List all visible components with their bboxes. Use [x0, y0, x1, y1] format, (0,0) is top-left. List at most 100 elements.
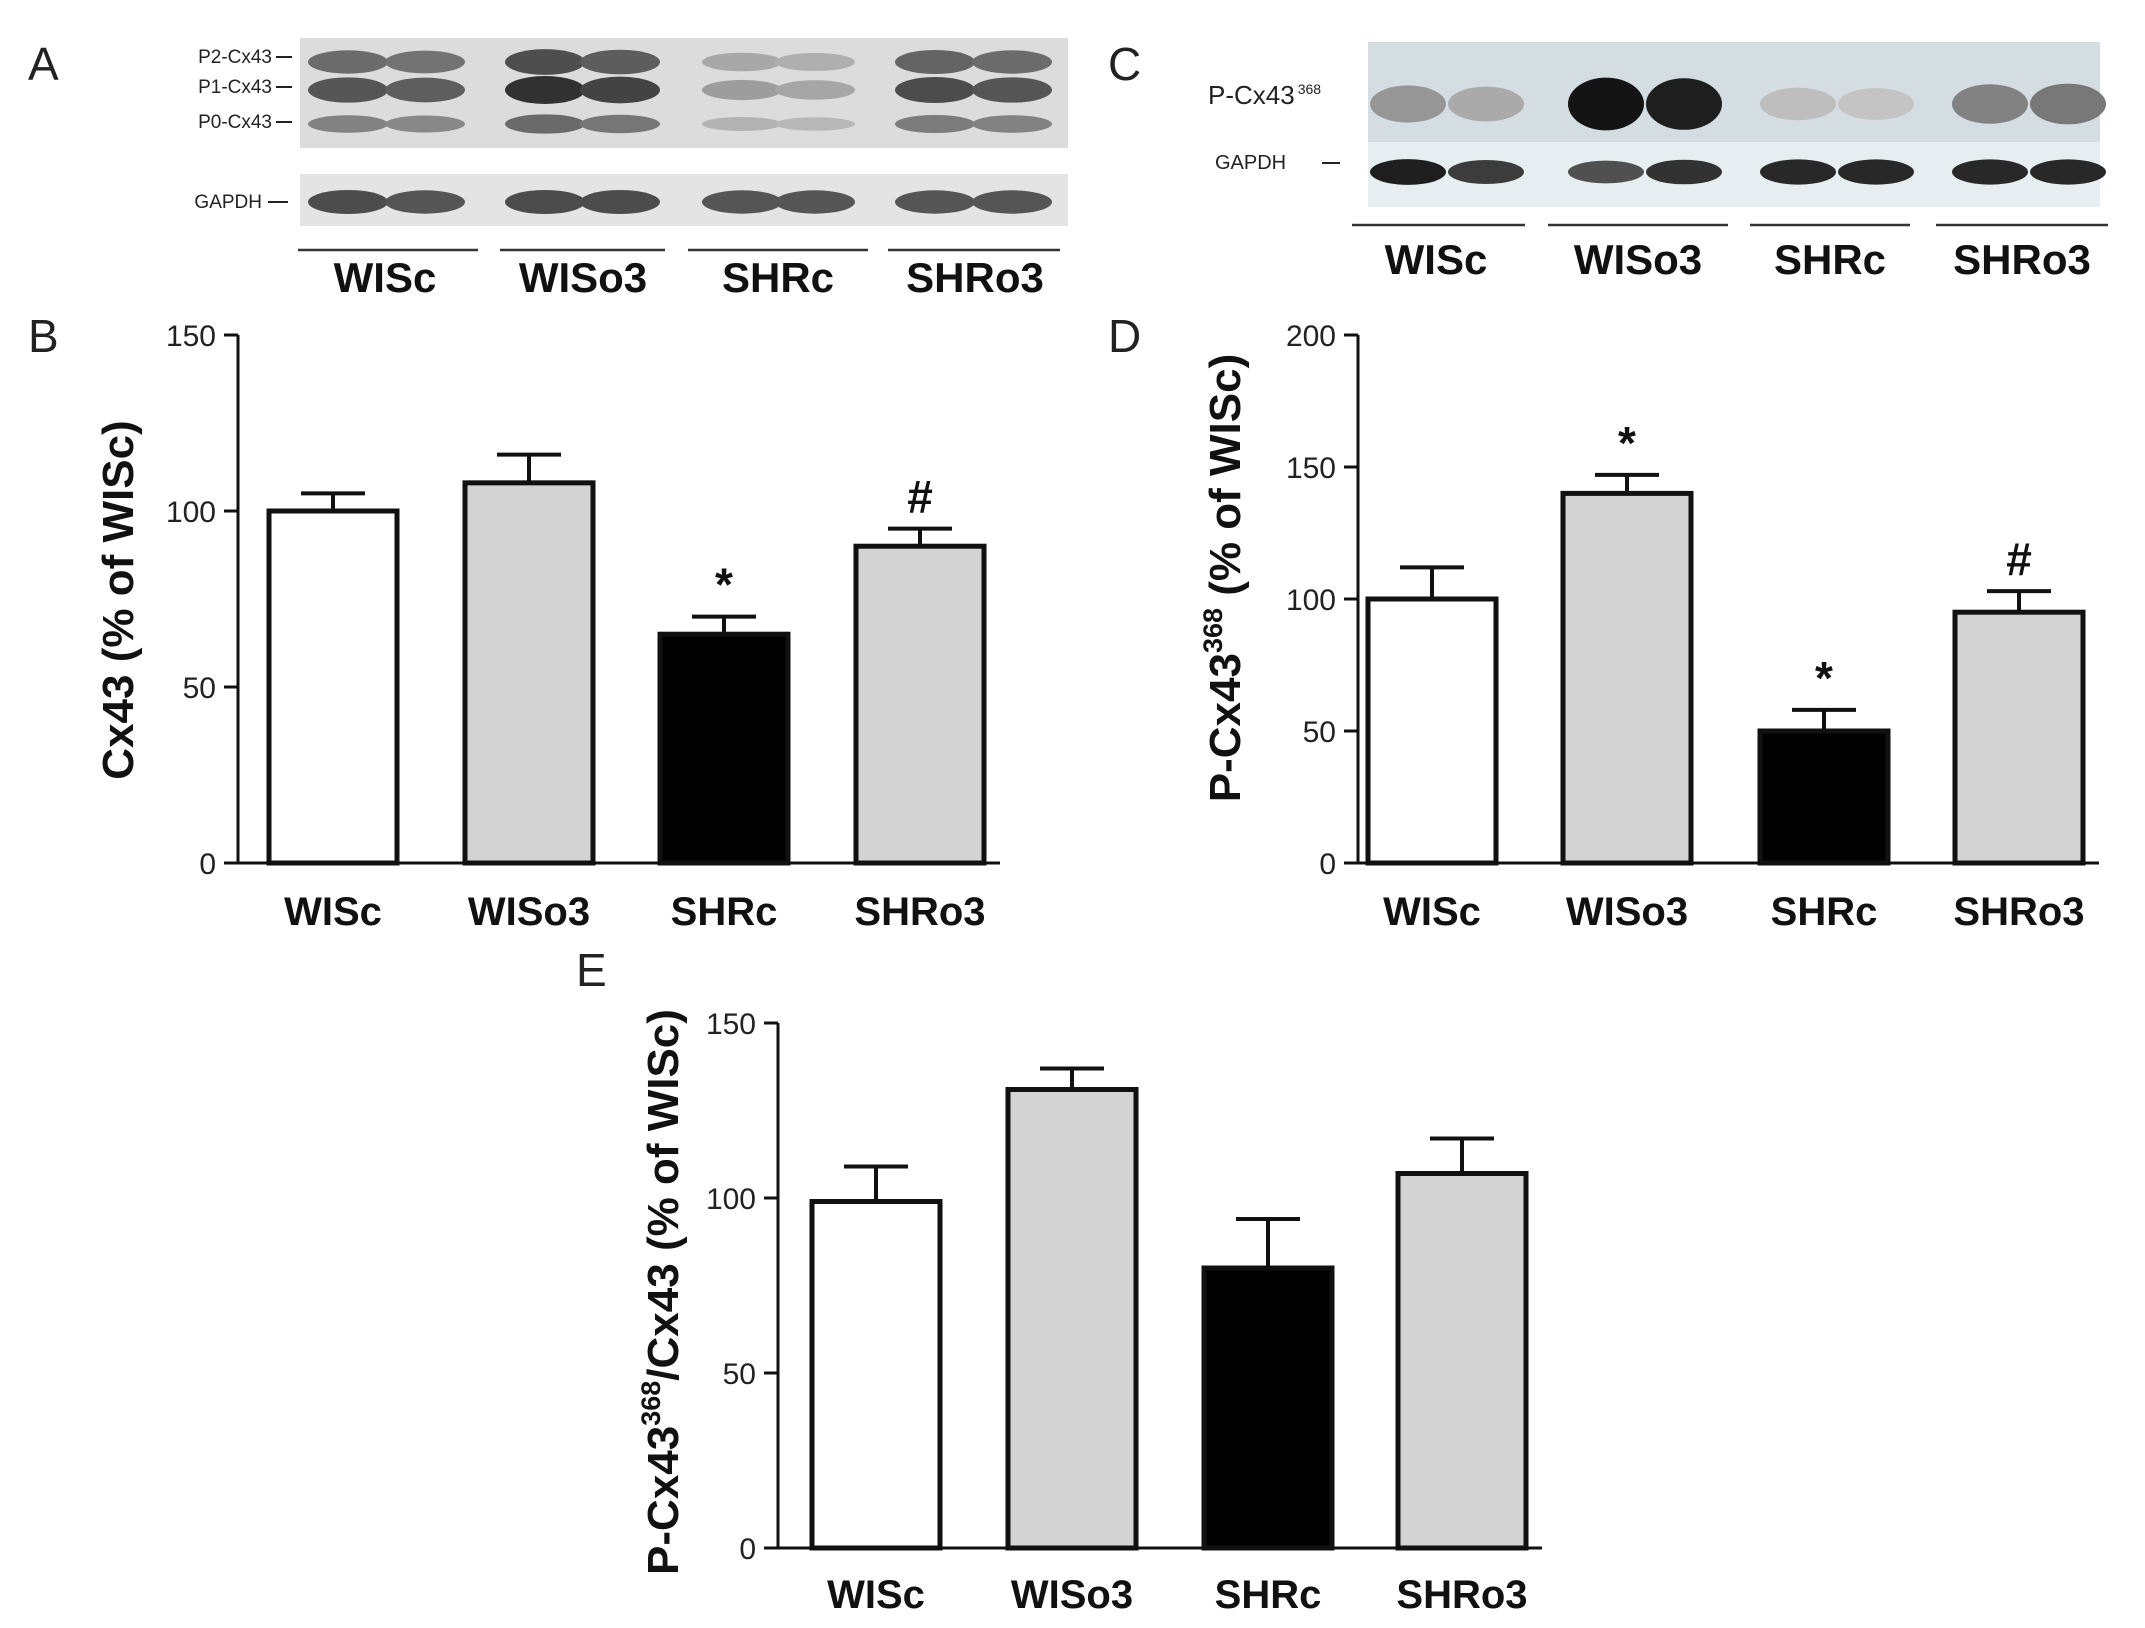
- x-tick-label-wisc: WISc: [284, 890, 382, 934]
- blot-band: [1370, 159, 1446, 185]
- x-tick-label-wiso3: WISo3: [1011, 1573, 1133, 1617]
- blot-band: [775, 53, 855, 71]
- y-tick-label: 50: [723, 1358, 756, 1391]
- blot-band: [1760, 159, 1836, 185]
- band-label-gapdh-a: GAPDH: [194, 192, 262, 213]
- blot-band: [2030, 159, 2106, 185]
- y-tick-label: 50: [183, 672, 216, 705]
- bar-chart-d: 0 50 100 150 200 WISc WISo3 * SHRc * SHRo3 #: [1286, 320, 2099, 934]
- blot-band: [580, 114, 660, 134]
- bar-chart-e: 0 50 100 150 WISc WISo3 SHRc SHRo3: [706, 1008, 1542, 1617]
- blot-band: [1370, 85, 1446, 123]
- blot-band: [1838, 159, 1914, 185]
- blot-band: [895, 50, 975, 74]
- y-tick-label: 100: [706, 1183, 756, 1216]
- group-label-shro3-a: SHRo3: [906, 254, 1044, 301]
- group-label-shrc-a: SHRc: [722, 254, 834, 301]
- blot-band: [1448, 160, 1524, 184]
- x-tick-label-shrc: SHRc: [671, 890, 778, 934]
- panel-label-a: A: [28, 38, 59, 90]
- y-tick-label: 0: [739, 1533, 756, 1566]
- blot-band: [580, 76, 660, 104]
- blot-band: [1568, 77, 1644, 131]
- significance-marker-wiso3: *: [1618, 417, 1636, 469]
- bar-shro3: [1952, 609, 2086, 866]
- group-label-shro3-c: SHRo3: [1953, 236, 2091, 283]
- y-tick-label: 100: [166, 496, 216, 529]
- x-tick-label-shrc: SHRc: [1771, 890, 1878, 934]
- panel-label-e: E: [576, 944, 607, 996]
- bar-shro3: [1395, 1171, 1529, 1551]
- blot-band: [1760, 87, 1836, 121]
- x-tick-label-shro3: SHRo3: [1953, 890, 2084, 934]
- significance-marker-shro3: #: [2006, 533, 2032, 585]
- blot-band: [1952, 159, 2028, 185]
- x-tick-label-shro3: SHRo3: [1396, 1573, 1527, 1617]
- blot-band: [702, 117, 782, 131]
- y-tick-label: 0: [199, 848, 216, 881]
- blot-band: [702, 190, 782, 214]
- bar-wisc: [1365, 596, 1499, 866]
- blot-band: [385, 77, 465, 103]
- y-tick-label: 100: [1286, 584, 1336, 617]
- y-tick-label: 50: [1303, 716, 1336, 749]
- blot-band: [505, 49, 585, 75]
- bar-shrc: [1757, 728, 1891, 866]
- panel-label-d: D: [1108, 310, 1141, 362]
- blot-band: [972, 50, 1052, 74]
- blot-band: [895, 77, 975, 103]
- band-label-p0-cx43: P0-Cx43: [198, 112, 272, 133]
- y-tick-label: 200: [1286, 320, 1336, 353]
- blot-band: [1646, 159, 1722, 185]
- band-label-p2-cx43: P2-Cx43: [198, 47, 272, 68]
- y-tick-label: 0: [1319, 848, 1336, 881]
- bar-wiso3: [462, 480, 596, 866]
- x-tick-label-wisc: WISc: [1383, 890, 1481, 934]
- significance-marker-shrc: *: [715, 559, 733, 611]
- bar-wiso3: [1005, 1087, 1139, 1551]
- blot-band: [775, 80, 855, 100]
- band-label-gapdh-c: GAPDH: [1215, 152, 1286, 174]
- bar-shrc: [1201, 1265, 1335, 1551]
- group-label-wiso3-a: WISo3: [519, 254, 647, 301]
- x-tick-label-wiso3: WISo3: [468, 890, 590, 934]
- blot-band: [1646, 78, 1722, 130]
- blot-band: [775, 117, 855, 131]
- y-tick-label: 150: [1286, 452, 1336, 485]
- blot-band: [580, 49, 660, 75]
- significance-marker-shrc: *: [1815, 652, 1833, 704]
- group-label-wisc-c: WISc: [1385, 236, 1488, 283]
- band-label-p1-cx43: P1-Cx43: [198, 77, 272, 98]
- x-tick-label-wiso3: WISo3: [1566, 890, 1688, 934]
- y-tick-label: 150: [706, 1008, 756, 1041]
- x-tick-label-shrc: SHRc: [1215, 1573, 1322, 1617]
- panel-label-c: C: [1108, 38, 1141, 90]
- blot-band: [505, 76, 585, 104]
- blot-band: [972, 115, 1052, 133]
- band-label-p-cx43-368: P-Cx43 368: [1208, 80, 1321, 110]
- blot-band: [702, 52, 782, 72]
- x-tick-label-wisc: WISc: [827, 1573, 925, 1617]
- blot-band: [1448, 86, 1524, 122]
- blot-band: [580, 190, 660, 214]
- blot-band: [775, 190, 855, 214]
- bar-wisc: [266, 508, 400, 866]
- blot-band: [505, 114, 585, 134]
- group-label-wiso3-c: WISo3: [1574, 236, 1702, 283]
- blot-band: [1568, 160, 1644, 184]
- y-axis-title-d: P-Cx43368 (% of WISc): [1198, 354, 1250, 802]
- bar-wiso3: [1560, 490, 1694, 866]
- bar-shro3: [853, 543, 987, 866]
- blot-band: [1838, 88, 1914, 120]
- y-axis-title-e: P-Cx43368/Cx43 (% of WISc): [636, 1009, 688, 1575]
- blot-band: [505, 190, 585, 214]
- blot-band: [308, 115, 388, 133]
- significance-marker-shro3: #: [907, 471, 933, 523]
- blot-band: [972, 77, 1052, 103]
- bar-chart-b: 0 50 100 150 WISc WISo3 SHRc * SHRo3 #: [166, 320, 1000, 934]
- panel-label-b: B: [28, 310, 59, 362]
- blot-band: [385, 115, 465, 133]
- bar-shrc: [657, 631, 791, 866]
- blot-band: [308, 77, 388, 103]
